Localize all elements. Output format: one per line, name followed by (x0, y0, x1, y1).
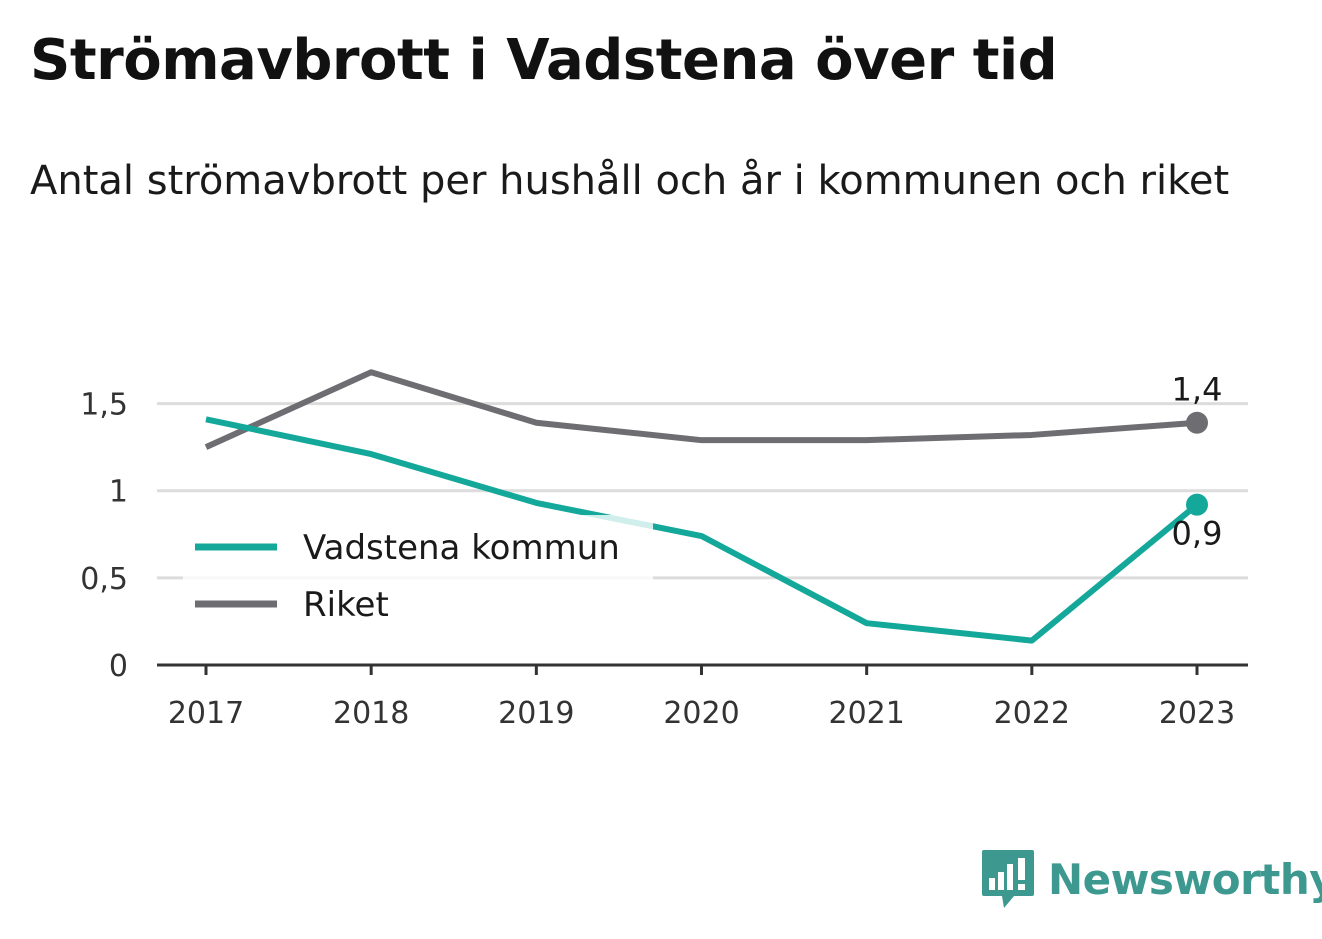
series-line (205, 416, 1199, 644)
newsworthy-chat-bars-icon (982, 850, 1034, 908)
data-labels: 0,9 1,4 (1172, 371, 1223, 553)
y-tick-label: 0 (109, 649, 128, 684)
x-tick-label: 2021 (828, 696, 904, 731)
legend: Vadstena kommun Riket (183, 515, 653, 635)
axes: 0 0,5 1 1,5 2017 2018 2019 2020 2021 2022 2023 (80, 388, 1248, 731)
series-end-point (1186, 493, 1208, 516)
chart-title: Strömavbrott i Vadstena över tid (30, 28, 1058, 93)
x-tick-label: 2017 (168, 696, 244, 731)
x-tick-label: 2018 (333, 696, 409, 731)
series-end-label: 1,4 (1172, 371, 1223, 409)
series-end-point (1186, 411, 1208, 434)
series-line (204, 369, 1198, 450)
legend-background (183, 515, 653, 635)
x-tick-label: 2019 (498, 696, 574, 731)
x-tick-label: 2020 (663, 696, 739, 731)
y-tick-label: 0,5 (80, 562, 128, 597)
chart-subtitle: Antal strömavbrott per hushåll och år i … (30, 158, 1230, 204)
newsworthy-logo: Newsworthy (980, 848, 1322, 910)
y-tick-label: 1,5 (80, 388, 128, 423)
x-tick-label: 2023 (1159, 696, 1235, 731)
logo-text: Newsworthy (1048, 854, 1322, 904)
series-end-label: 0,9 (1172, 515, 1223, 553)
x-tick-label: 2022 (994, 696, 1070, 731)
y-tick-label: 1 (109, 475, 128, 510)
legend-label: Riket (303, 585, 389, 625)
series-lines (204, 369, 1208, 644)
legend-label: Vadstena kommun (303, 528, 620, 568)
